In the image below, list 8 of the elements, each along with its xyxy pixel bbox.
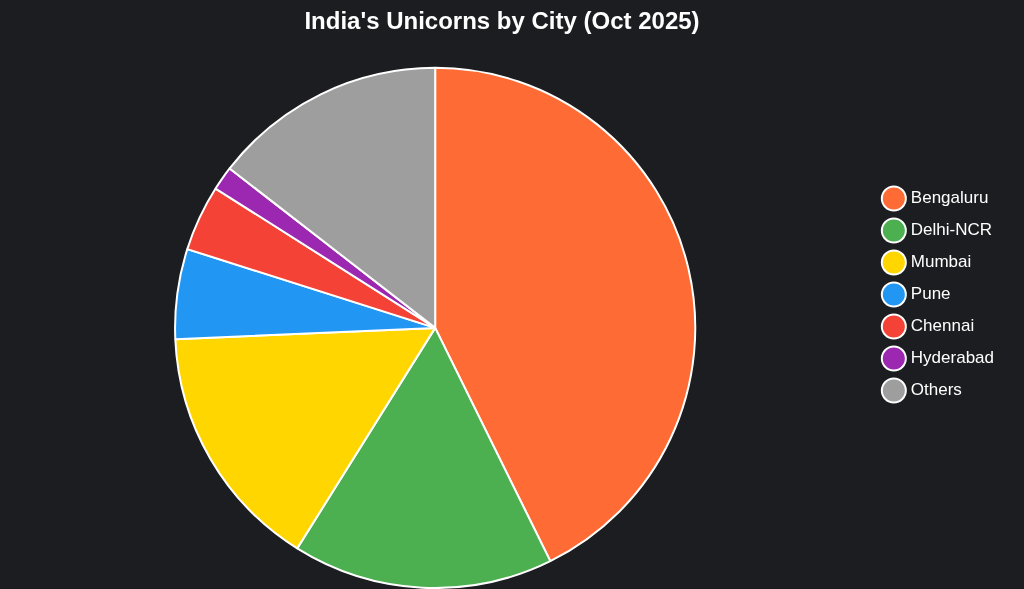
legend-label: Bengaluru xyxy=(910,188,989,208)
legend-label: Others xyxy=(910,380,962,400)
legend-label: Mumbai xyxy=(910,252,972,272)
legend-label: Delhi-NCR xyxy=(910,220,993,240)
legend-label: Pune xyxy=(910,284,951,304)
chart-title: India's Unicorns by City (Oct 2025) xyxy=(304,7,700,35)
legend-label: Hyderabad xyxy=(910,348,995,368)
legend-label: Chennai xyxy=(910,316,975,336)
